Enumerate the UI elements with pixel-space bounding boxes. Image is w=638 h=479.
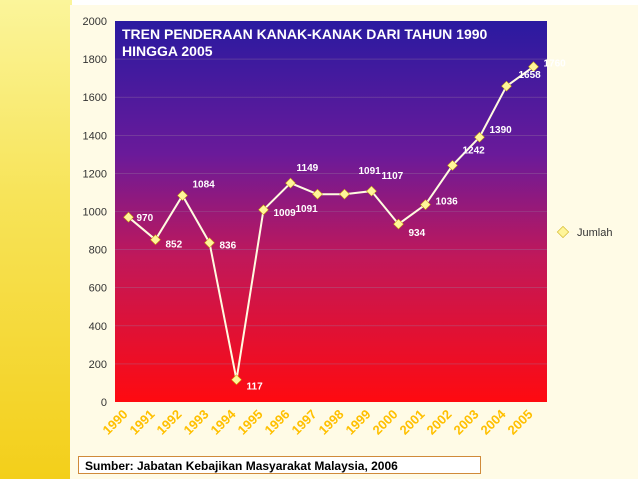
x-tick-label: 1993 xyxy=(181,407,212,438)
data-label: 1390 xyxy=(490,125,513,136)
x-tick-label: 2005 xyxy=(505,407,536,438)
y-tick-label: 1000 xyxy=(83,207,107,219)
data-point-marker xyxy=(420,199,431,210)
data-point-marker xyxy=(231,374,242,386)
data-point-marker xyxy=(528,61,539,73)
legend-label-jumlah: Jumlah xyxy=(577,227,612,239)
x-tick-label: 2004 xyxy=(478,406,510,438)
legend-marker-swatch xyxy=(556,225,570,239)
data-label: 117 xyxy=(247,382,264,393)
data-label: 852 xyxy=(166,240,183,251)
x-tick-label: 2001 xyxy=(397,407,428,438)
data-label: 934 xyxy=(409,228,426,239)
data-label: 1084 xyxy=(193,179,216,190)
data-label: 1149 xyxy=(297,163,319,174)
x-tick-label: 2000 xyxy=(370,407,401,438)
data-point-marker xyxy=(339,188,350,200)
data-label: 1658 xyxy=(519,70,542,81)
data-label: 1107 xyxy=(382,171,404,182)
data-point-marker xyxy=(501,80,512,92)
x-tick-label: 1991 xyxy=(127,407,158,438)
data-point-marker xyxy=(474,131,485,143)
data-label: 1242 xyxy=(463,145,486,156)
data-point-marker xyxy=(177,190,188,201)
x-tick-label: 1995 xyxy=(235,407,266,438)
x-tick-label: 2003 xyxy=(451,407,482,438)
left-decorative-band xyxy=(0,0,72,479)
data-point-marker xyxy=(258,204,269,216)
series-line-jumlah xyxy=(127,65,535,380)
x-tick-label: 1996 xyxy=(262,407,293,438)
legend: Jumlah xyxy=(553,225,612,239)
x-tick-label: 1997 xyxy=(289,407,320,438)
data-label: 1009 xyxy=(274,208,297,219)
data-label: 1760 xyxy=(544,59,567,70)
x-tick-label: 1990 xyxy=(100,407,131,438)
x-tick-label: 1998 xyxy=(316,407,347,438)
data-label: 1091 xyxy=(296,204,319,215)
x-tick-label: 1999 xyxy=(343,407,374,438)
x-tick-label: 1994 xyxy=(208,406,240,438)
data-point-marker xyxy=(366,185,377,197)
chart-title-line-1: TREN PENDERAAN KANAK-KANAK DARI TAHUN 19… xyxy=(122,26,488,42)
data-point-marker xyxy=(285,177,296,189)
y-tick-label: 800 xyxy=(89,245,107,257)
data-label: 1036 xyxy=(436,197,459,208)
chart-title-line-2: HINGGA 2005 xyxy=(122,43,213,59)
data-point-marker xyxy=(312,188,323,200)
y-tick-label: 0 xyxy=(101,397,107,409)
data-point-marker xyxy=(150,234,161,245)
data-label: 836 xyxy=(220,241,237,252)
y-tick-label: 1800 xyxy=(83,54,107,66)
data-label: 970 xyxy=(137,213,154,224)
y-tick-label: 1400 xyxy=(83,130,107,142)
y-tick-label: 600 xyxy=(89,283,107,295)
y-tick-label: 400 xyxy=(89,321,107,333)
y-tick-label: 1600 xyxy=(83,92,107,104)
data-point-marker xyxy=(447,160,458,171)
data-label: 1091 xyxy=(359,166,382,177)
source-note: Sumber: Jabatan Kebajikan Masyarakat Mal… xyxy=(78,456,481,474)
y-tick-label: 1200 xyxy=(83,168,107,180)
data-point-marker xyxy=(393,218,404,230)
y-tick-label: 200 xyxy=(89,359,107,371)
x-tick-label: 1992 xyxy=(154,407,185,438)
y-tick-label: 2000 xyxy=(83,16,107,28)
data-point-marker xyxy=(204,237,215,249)
data-point-marker xyxy=(123,211,134,223)
x-tick-label: 2002 xyxy=(424,407,455,438)
